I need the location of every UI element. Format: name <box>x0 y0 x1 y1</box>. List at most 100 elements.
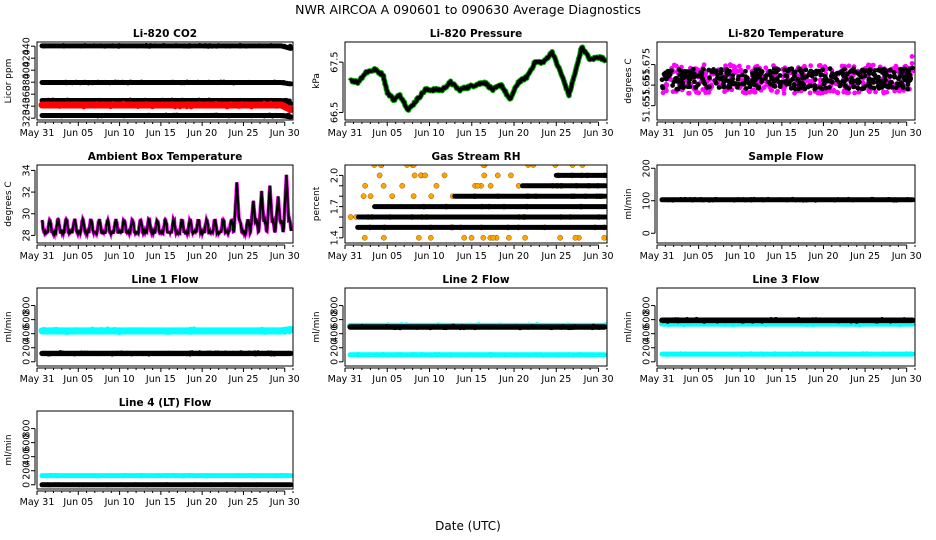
data-point <box>732 198 737 203</box>
data-point <box>902 351 907 357</box>
data-point <box>855 85 861 91</box>
data-point <box>221 79 227 85</box>
data-point <box>740 352 745 357</box>
data-point <box>808 68 814 74</box>
data-point <box>286 482 291 487</box>
y-tick-label: 420 <box>21 49 32 67</box>
data-point <box>266 103 272 109</box>
data-point <box>896 322 901 327</box>
data-point <box>133 473 139 479</box>
data-point <box>778 351 784 357</box>
data-point <box>891 70 897 75</box>
data-point <box>79 43 84 49</box>
series-outline <box>347 44 607 113</box>
data-point <box>80 482 86 488</box>
y-tick-label: 1.4 <box>329 230 340 245</box>
data-point <box>236 104 242 109</box>
data-point <box>482 352 487 357</box>
data-point <box>171 472 176 478</box>
data-point <box>851 351 857 357</box>
data-point <box>41 43 47 49</box>
data-point <box>813 71 819 77</box>
data-point <box>513 324 519 329</box>
panel-frame <box>656 41 916 121</box>
data-point <box>145 482 150 488</box>
data-point <box>459 352 464 357</box>
data-point <box>796 316 801 322</box>
data-point <box>743 197 748 203</box>
x-tick-label: Jun 05 <box>62 497 93 508</box>
y-tick-label: 340 <box>21 97 32 115</box>
data-point <box>766 79 772 85</box>
data-point <box>265 43 271 48</box>
panel-title: Line 2 Flow <box>442 274 509 286</box>
data-point <box>892 351 897 357</box>
data-point <box>129 351 134 357</box>
data-point <box>380 182 387 189</box>
data-point <box>840 352 846 357</box>
data-point <box>84 102 90 107</box>
data-point <box>108 473 113 478</box>
data-point <box>140 101 145 106</box>
panel-title: Sample Flow <box>748 151 823 163</box>
data-point <box>48 351 54 357</box>
data-point <box>252 350 257 355</box>
data-point <box>812 86 818 92</box>
y-tick-label: 600 <box>21 434 32 452</box>
data-point <box>726 197 731 202</box>
data-point <box>435 324 440 330</box>
data-point <box>748 351 754 356</box>
series-flow-b <box>39 350 293 357</box>
y-tick-label: 34 <box>21 164 32 176</box>
data-point <box>44 482 50 488</box>
data-point <box>787 81 792 87</box>
data-point <box>120 79 125 85</box>
data-point <box>750 73 756 79</box>
x-tick-label: Jun 10 <box>414 128 445 139</box>
data-point <box>866 80 872 86</box>
data-point <box>854 319 859 324</box>
data-point <box>195 79 201 85</box>
data-point <box>716 85 722 90</box>
data-point <box>240 101 245 106</box>
data-point <box>362 182 368 189</box>
data-point <box>125 113 130 118</box>
data-point <box>46 80 51 85</box>
data-point <box>163 112 169 117</box>
x-tick-label: Jun 05 <box>683 374 714 385</box>
data-point <box>820 67 826 73</box>
data-point <box>661 71 667 77</box>
data-point <box>745 64 751 70</box>
data-point <box>480 165 487 168</box>
data-point <box>526 352 531 358</box>
data-point <box>703 351 708 356</box>
x-tick-label: Jun 15 <box>145 251 176 262</box>
data-point <box>777 318 783 323</box>
data-point <box>153 329 158 334</box>
data-point <box>97 97 102 103</box>
x-tick-label: Jun 15 <box>145 128 176 139</box>
panel-title: Line 3 Flow <box>752 274 819 286</box>
data-point <box>850 198 856 203</box>
data-point <box>159 80 164 85</box>
data-point <box>758 70 764 76</box>
data-point <box>678 197 683 202</box>
data-point <box>119 482 124 487</box>
data-point <box>243 473 248 479</box>
y-tick-label: 28 <box>21 229 32 241</box>
data-point <box>875 83 881 89</box>
data-point <box>810 317 815 322</box>
data-point <box>682 196 688 202</box>
data-point <box>702 319 707 324</box>
data-point <box>92 113 97 118</box>
data-point <box>124 330 129 335</box>
x-tick-label: Jun 15 <box>766 128 797 139</box>
series-temp-ref- <box>659 65 915 92</box>
data-point <box>121 474 126 479</box>
panel-frame <box>36 410 294 490</box>
data-point <box>129 113 134 118</box>
data-point <box>695 73 701 79</box>
data-point <box>393 352 398 358</box>
x-tick-label: Jun 25 <box>227 251 258 262</box>
